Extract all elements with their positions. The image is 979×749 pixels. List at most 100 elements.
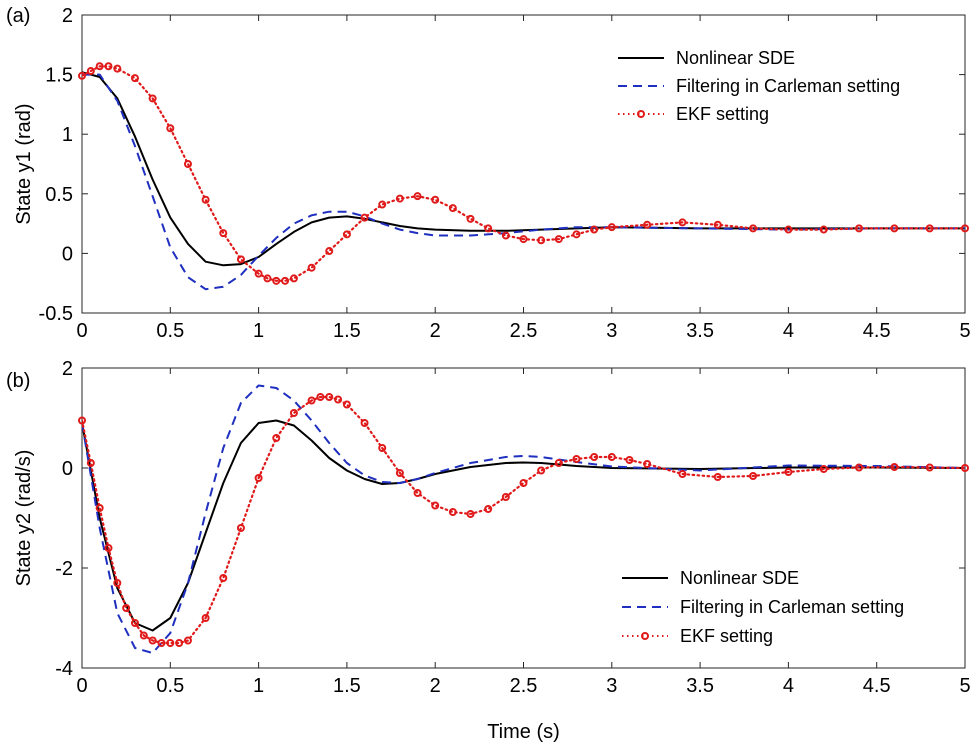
- data-point-ekf: [104, 62, 113, 71]
- data-point-ekf: [413, 489, 422, 497]
- x-tick-label: 2.5: [510, 320, 538, 342]
- data-point-ekf: [183, 636, 192, 645]
- panel-a: 0 0.5 1 1.5 2 2.5 3 3.5 4 4.5 5-0.500.511.52(a)Sta…: [6, 5, 971, 342]
- x-tick-label: 0: [76, 320, 87, 342]
- x-axis-label: Time (s): [487, 721, 560, 743]
- data-point-ekf: [236, 524, 245, 532]
- y-tick-label: 0: [62, 458, 73, 480]
- data-point-ekf: [749, 224, 758, 233]
- data-point-ekf: [501, 493, 510, 501]
- series-line-ekf-setting: [82, 395, 965, 645]
- data-point-ekf: [95, 504, 104, 512]
- data-point-ekf: [590, 225, 599, 234]
- x-tick-label: 3: [606, 320, 617, 342]
- y-tick-label: 0.5: [45, 184, 73, 206]
- x-tick-label: 4: [783, 320, 794, 342]
- x-tick-label: 2: [430, 320, 441, 342]
- data-point-ekf: [519, 479, 528, 487]
- legend-label: Nonlinear SDE: [676, 48, 795, 68]
- x-tick-label: 0.5: [156, 320, 184, 342]
- data-point-ekf: [289, 409, 298, 417]
- data-point-ekf: [378, 200, 387, 209]
- x-tick-label: 4: [783, 675, 794, 697]
- data-point-ekf: [360, 213, 369, 222]
- data-point-ekf: [139, 631, 148, 640]
- data-point-ekf: [554, 235, 563, 244]
- y-axis-label: State y2 (rad/s): [13, 450, 35, 587]
- data-point-ekf: [307, 263, 316, 272]
- legend-marker: [637, 110, 645, 118]
- data-point-ekf: [130, 74, 139, 83]
- data-point-ekf: [784, 468, 793, 476]
- data-point-ekf: [484, 224, 493, 233]
- data-point-ekf: [342, 400, 351, 409]
- data-point-ekf: [537, 236, 546, 245]
- data-point-ekf: [890, 224, 899, 233]
- data-point-ekf: [95, 62, 104, 71]
- y-tick-label: 0: [62, 243, 73, 265]
- y-axis-label: State y1 (rad): [13, 103, 35, 224]
- y-tick-label: -2: [55, 558, 73, 580]
- legend-label: EKF setting: [680, 626, 773, 646]
- data-point-ekf: [713, 220, 722, 229]
- data-point-ekf: [104, 544, 113, 552]
- data-point-ekf: [219, 229, 228, 238]
- data-point-ekf: [572, 455, 581, 463]
- data-point-ekf: [78, 416, 86, 425]
- data-point-ekf: [819, 225, 828, 234]
- data-point-ekf: [281, 276, 290, 285]
- data-point-ekf: [78, 71, 86, 80]
- axes-frame: [81, 14, 966, 314]
- data-point-ekf: [643, 220, 652, 229]
- data-point-ekf: [925, 463, 934, 472]
- x-tick-label: 2.5: [510, 675, 538, 697]
- data-point-ekf: [166, 124, 175, 133]
- x-tick-label: 1: [253, 320, 264, 342]
- data-point-ekf: [148, 636, 157, 645]
- data-point-ekf: [431, 195, 440, 204]
- data-point-ekf: [625, 456, 634, 464]
- data-point-ekf: [157, 639, 166, 647]
- data-point-ekf: [113, 64, 122, 73]
- x-tick-label: 1.5: [333, 675, 361, 697]
- y-tick-label: -0.5: [39, 303, 73, 325]
- data-point-ekf: [183, 160, 192, 168]
- data-point-ekf: [272, 276, 281, 285]
- data-point-ekf: [334, 395, 343, 404]
- data-point-ekf: [175, 639, 184, 647]
- y-tick-label: 1.5: [45, 65, 73, 87]
- series-line-filtering-in-carleman-setting: [82, 73, 965, 291]
- data-point-ekf: [961, 224, 969, 233]
- legend-label: Nonlinear SDE: [680, 568, 799, 588]
- legend-label: EKF setting: [676, 104, 769, 124]
- panel-label: (a): [6, 5, 30, 27]
- data-point-ekf: [342, 230, 351, 239]
- x-tick-label: 2: [430, 675, 441, 697]
- legend-label: Filtering in Carleman setting: [676, 76, 900, 96]
- x-tick-label: 4.5: [863, 320, 891, 342]
- data-point-ekf: [219, 574, 228, 582]
- data-point-ekf: [784, 225, 793, 234]
- data-point-ekf: [113, 579, 122, 587]
- x-tick-label: 3.5: [686, 675, 714, 697]
- x-tick-label: 1.5: [333, 320, 361, 342]
- data-point-ekf: [466, 214, 475, 223]
- legend-label: Filtering in Carleman setting: [680, 597, 904, 617]
- data-point-ekf: [289, 274, 298, 283]
- data-point-ekf: [537, 466, 546, 475]
- data-point-ekf: [122, 604, 131, 612]
- x-tick-label: 4.5: [863, 675, 891, 697]
- data-point-ekf: [86, 67, 95, 76]
- x-tick-label: 0: [76, 675, 87, 697]
- x-tick-label: 0.5: [156, 675, 184, 697]
- data-point-ekf: [466, 510, 475, 518]
- data-point-ekf: [572, 230, 581, 239]
- data-point-ekf: [325, 247, 334, 256]
- y-tick-label: -4: [55, 658, 73, 680]
- x-tick-label: 3.5: [686, 320, 714, 342]
- data-point-ekf: [501, 231, 510, 240]
- data-point-ekf: [316, 393, 325, 401]
- data-point-ekf: [607, 223, 616, 232]
- panel-label: (b): [6, 370, 30, 392]
